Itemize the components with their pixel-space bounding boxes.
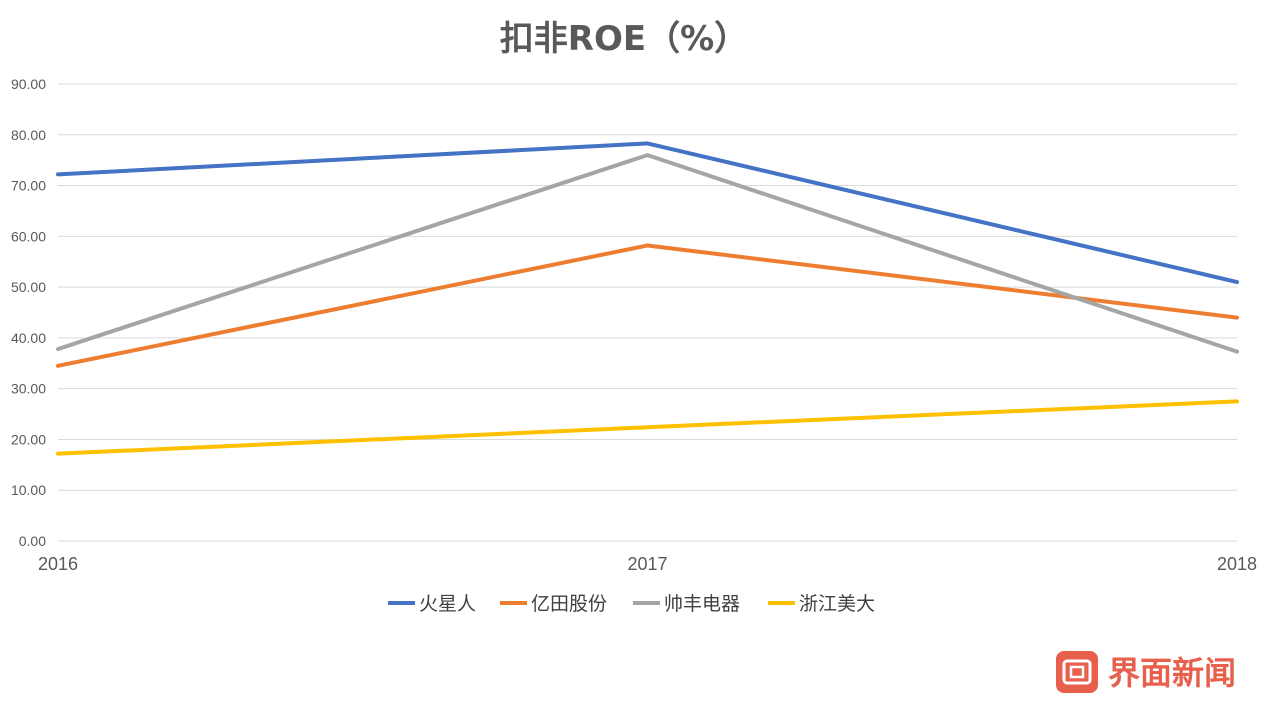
legend-label: 帅丰电器 [664,593,740,615]
x-axis-ticks: 2016 2017 2018 [38,554,1257,574]
watermark-text: 界面新闻 [1108,654,1236,692]
y-tick-label: 40.00 [11,330,46,346]
series-line-1 [56,243,1239,368]
y-tick-label: 10.00 [11,482,46,498]
y-tick-label: 50.00 [11,279,46,295]
y-tick-label: 20.00 [11,431,46,447]
legend-label: 火星人 [419,593,476,615]
y-tick-label: 30.00 [11,381,46,397]
y-tick-label: 60.00 [11,228,46,244]
series-lines [56,141,1239,456]
legend-label: 亿田股份 [531,593,607,615]
chart-title: 扣非ROE（%） [500,19,748,59]
y-tick-label: 90.00 [11,76,46,92]
gridlines [58,83,1237,542]
series-line-2 [56,153,1239,354]
x-tick-label: 2017 [627,554,667,574]
jiemian-logo-icon [1056,651,1098,693]
y-tick-label: 80.00 [11,127,46,143]
legend: 火星人 亿田股份 帅丰电器 浙江美大 [388,593,875,615]
legend-label: 浙江美大 [799,593,875,615]
y-tick-label: 0.00 [19,533,46,549]
y-tick-label: 70.00 [11,178,46,194]
series-line-0 [56,141,1239,285]
x-tick-label: 2016 [38,554,78,574]
x-tick-label: 2018 [1217,554,1257,574]
series-line-3 [56,399,1239,456]
y-axis-ticks: 0.00 10.00 20.00 30.00 40.00 50.00 60.00 70.00 8… [11,76,46,549]
watermark: 界面新闻 [1056,651,1236,693]
